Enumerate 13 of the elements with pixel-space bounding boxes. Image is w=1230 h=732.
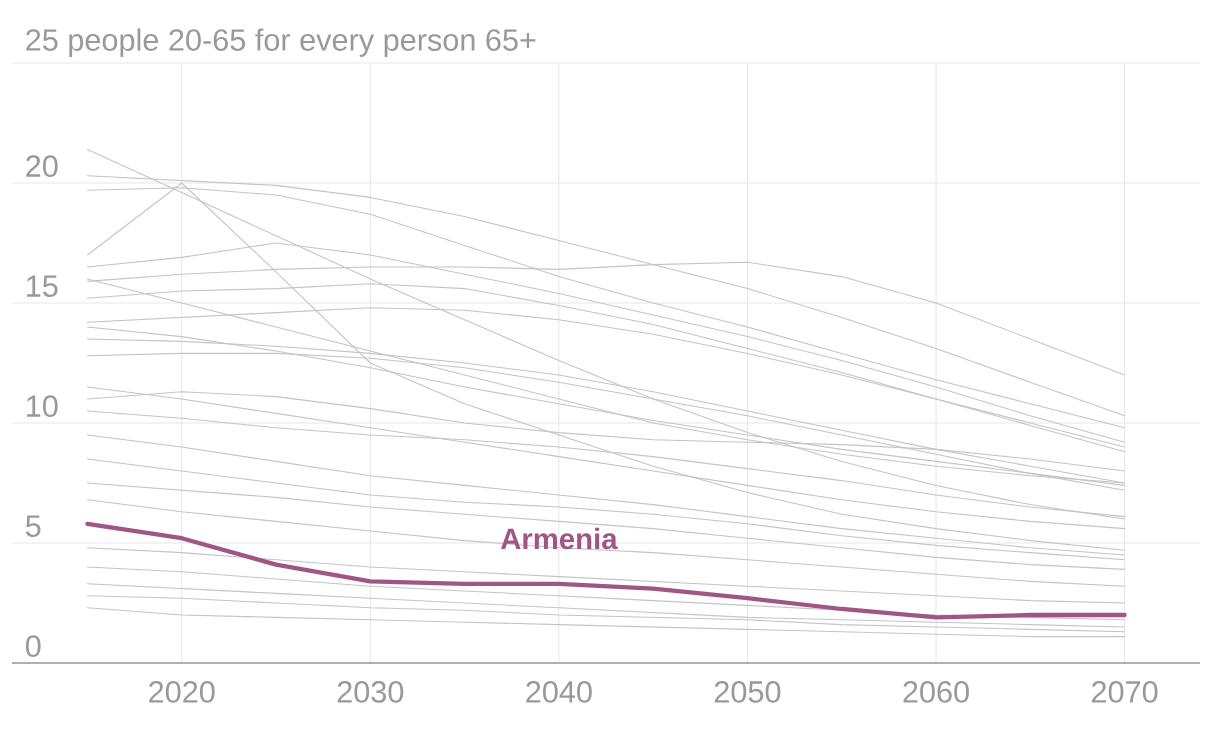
x-tick-label: 2070 bbox=[1092, 681, 1158, 703]
y-tick-label: 20 bbox=[26, 155, 58, 177]
x-tick-label: 2040 bbox=[526, 681, 592, 703]
x-tick-label: 2030 bbox=[337, 681, 404, 703]
x-tick-label: 2020 bbox=[149, 681, 215, 703]
y-tick-label: 15 bbox=[27, 275, 58, 297]
y-tick-label: 0 bbox=[25, 635, 41, 657]
series-label: Armenia bbox=[500, 527, 618, 550]
y-tick-label: 10 bbox=[27, 395, 58, 417]
x-tick-label: 2060 bbox=[903, 681, 969, 703]
x-tick-label: 2050 bbox=[714, 681, 781, 703]
y-tick-label: 25 people 20-65 for every person 65+ bbox=[26, 28, 536, 57]
y-tick-label: 5 bbox=[25, 515, 41, 537]
